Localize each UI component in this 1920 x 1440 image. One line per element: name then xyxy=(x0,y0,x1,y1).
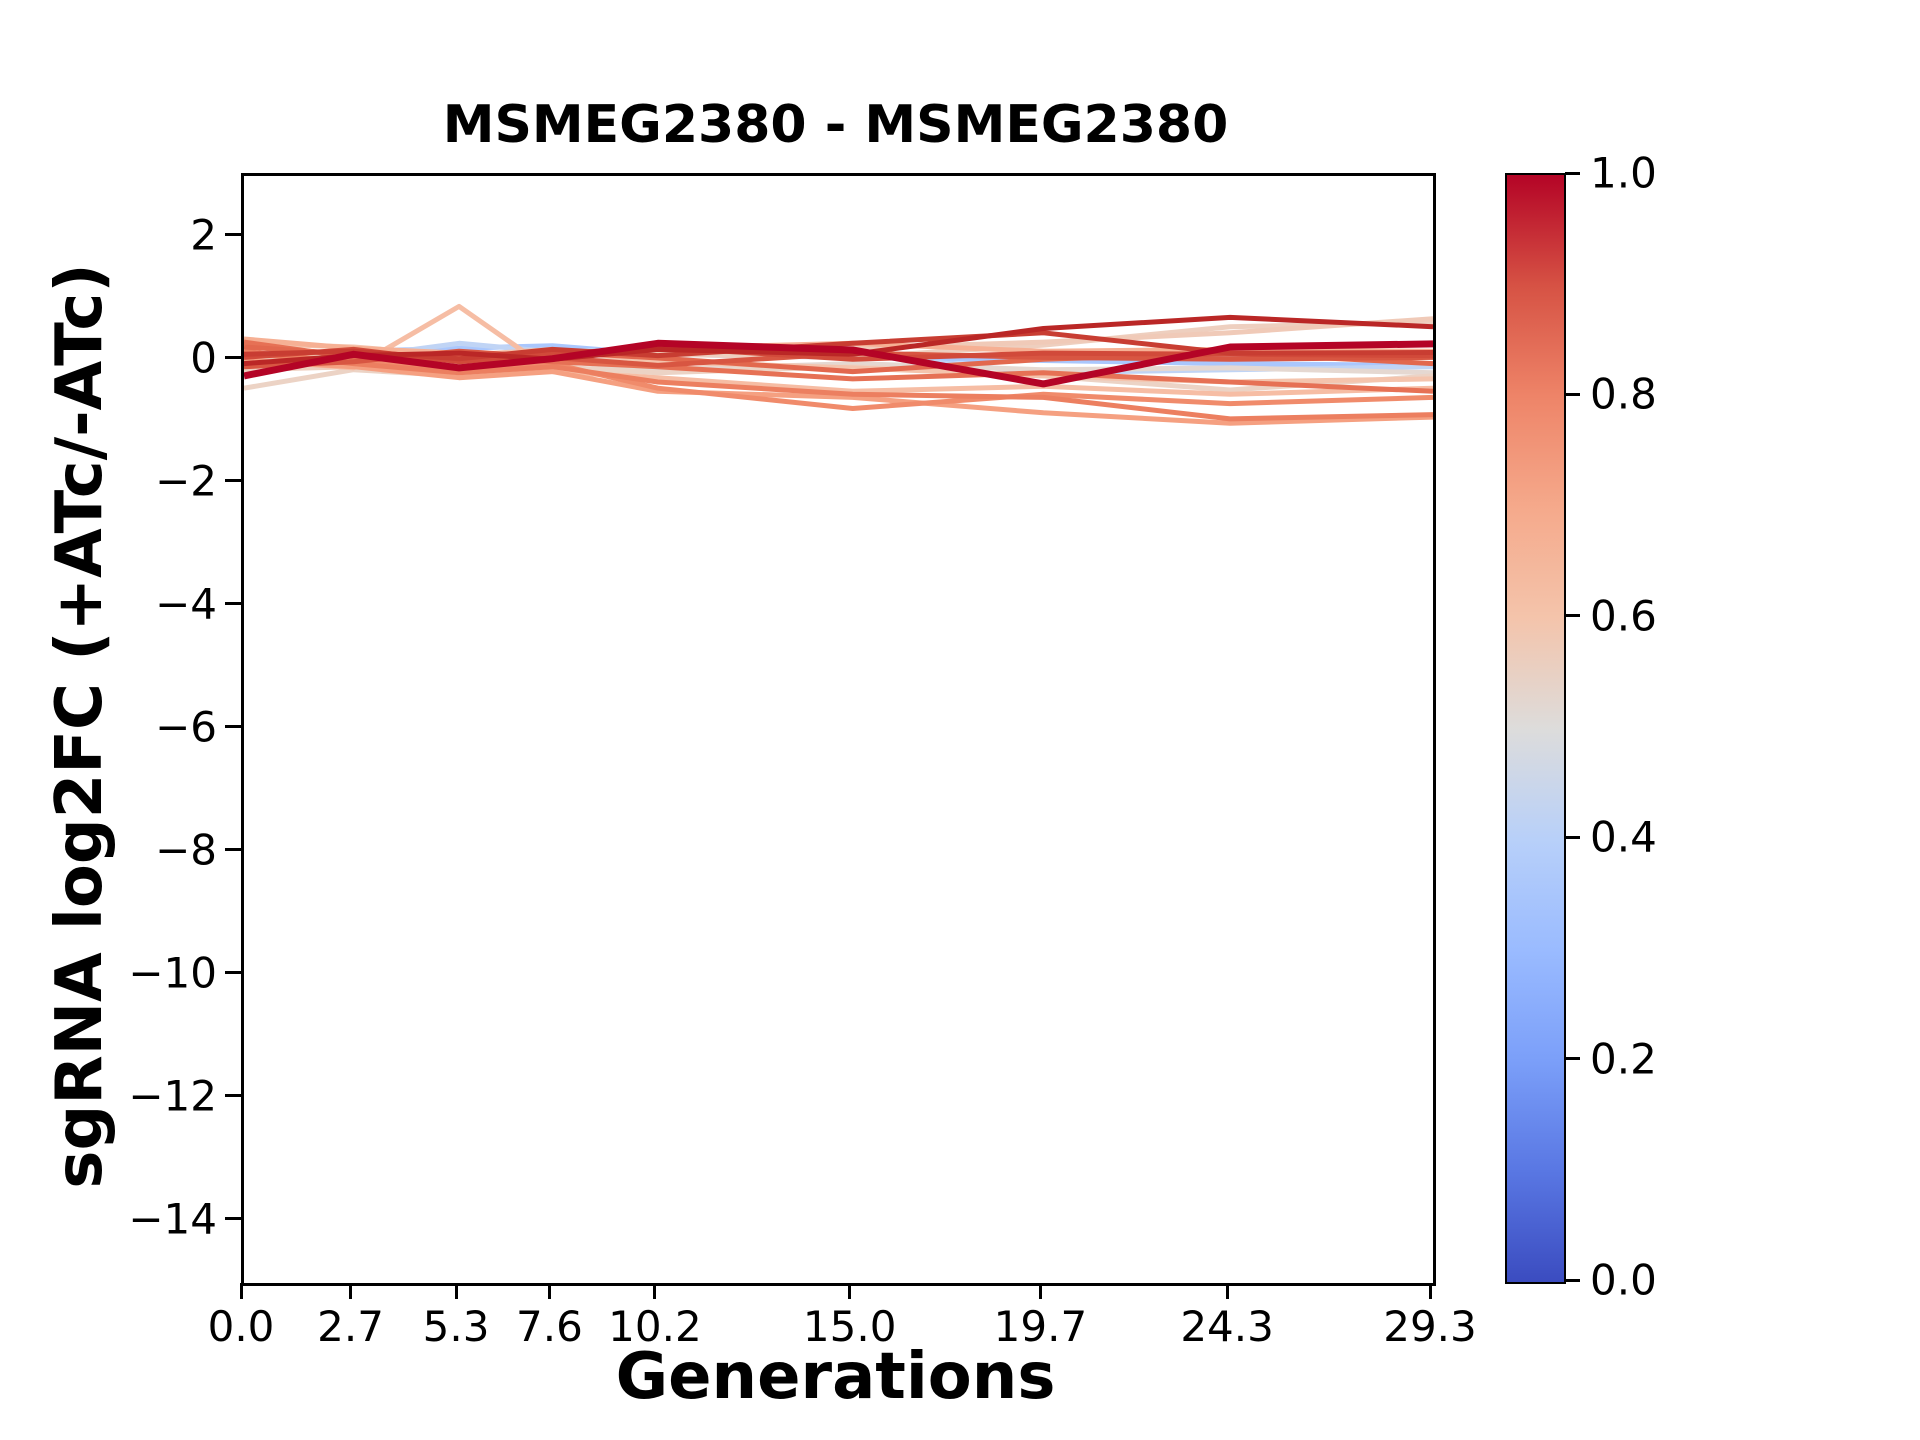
x-tick-mark xyxy=(848,1283,852,1299)
series-lines xyxy=(244,303,1433,426)
x-tick-mark xyxy=(1428,1283,1432,1299)
x-tick-label: 7.6 xyxy=(516,1302,583,1351)
x-tick-label: 15.0 xyxy=(802,1302,897,1351)
y-tick-mark xyxy=(225,1094,241,1097)
x-tick-label: 0.0 xyxy=(207,1302,275,1351)
x-tick-label: 2.7 xyxy=(317,1302,384,1351)
y-tick-label: −2 xyxy=(155,456,217,505)
x-tick-mark xyxy=(653,1283,657,1299)
series-line-sgRNA-10 xyxy=(244,358,1433,426)
x-tick-mark xyxy=(239,1283,243,1299)
colorbar-tick-label: 0.8 xyxy=(1590,369,1657,419)
x-tick-label: 10.2 xyxy=(608,1302,702,1351)
y-tick-mark xyxy=(225,848,241,851)
x-tick-label: 19.7 xyxy=(993,1302,1088,1351)
y-tick-mark xyxy=(225,602,241,605)
colorbar-gradient xyxy=(1507,175,1564,1282)
y-tick-mark xyxy=(225,479,241,482)
colorbar-tick-mark xyxy=(1565,1278,1580,1282)
y-tick-mark xyxy=(225,1217,241,1220)
y-tick-mark xyxy=(225,971,241,974)
x-tick-label: 29.3 xyxy=(1383,1302,1477,1351)
colorbar-tick-label: 0.6 xyxy=(1590,591,1657,641)
x-tick-mark xyxy=(547,1283,551,1299)
x-tick-mark xyxy=(349,1283,353,1299)
series-line-sgRNA-08 xyxy=(244,348,1433,422)
y-tick-label: −6 xyxy=(155,702,217,751)
x-axis-label: Generations xyxy=(615,1340,1056,1414)
x-tick-label: 24.3 xyxy=(1180,1302,1274,1351)
y-tick-mark xyxy=(225,725,241,728)
colorbar-tick-label: 0.0 xyxy=(1590,1255,1657,1305)
y-tick-label: 2 xyxy=(190,210,217,259)
x-tick-mark xyxy=(1225,1283,1229,1299)
colorbar-tick-mark xyxy=(1565,392,1580,396)
y-tick-label: −10 xyxy=(128,948,217,997)
y-tick-mark xyxy=(225,356,241,359)
y-tick-label: −14 xyxy=(128,1194,217,1243)
plot-area xyxy=(241,173,1436,1286)
y-axis-label: sgRNA log2FC (+ATc/-ATc) xyxy=(43,263,117,1189)
colorbar xyxy=(1505,173,1566,1284)
y-tick-label: −12 xyxy=(128,1071,217,1120)
colorbar-tick-mark xyxy=(1565,1057,1580,1061)
colorbar-tick-label: 1.0 xyxy=(1590,148,1657,198)
y-tick-label: −4 xyxy=(155,579,217,628)
y-tick-label: 0 xyxy=(190,333,217,382)
series-line-sgRNA-02 xyxy=(244,314,1433,367)
series-line-sgRNA-01 xyxy=(244,339,1433,388)
colorbar-tick-mark xyxy=(1565,835,1580,839)
y-tick-mark xyxy=(225,233,241,236)
colorbar-tick-mark xyxy=(1565,171,1580,175)
x-tick-mark xyxy=(1038,1283,1042,1299)
y-tick-label: −8 xyxy=(155,825,217,874)
colorbar-tick-label: 0.4 xyxy=(1590,812,1657,862)
colorbar-tick-label: 0.2 xyxy=(1590,1034,1657,1084)
series-line-sgRNA-09 xyxy=(244,351,1433,411)
colorbar-tick-mark xyxy=(1565,614,1580,618)
chart-title: MSMEG2380 - MSMEG2380 xyxy=(442,95,1229,155)
x-tick-label: 5.3 xyxy=(422,1302,490,1351)
x-tick-mark xyxy=(454,1283,458,1299)
